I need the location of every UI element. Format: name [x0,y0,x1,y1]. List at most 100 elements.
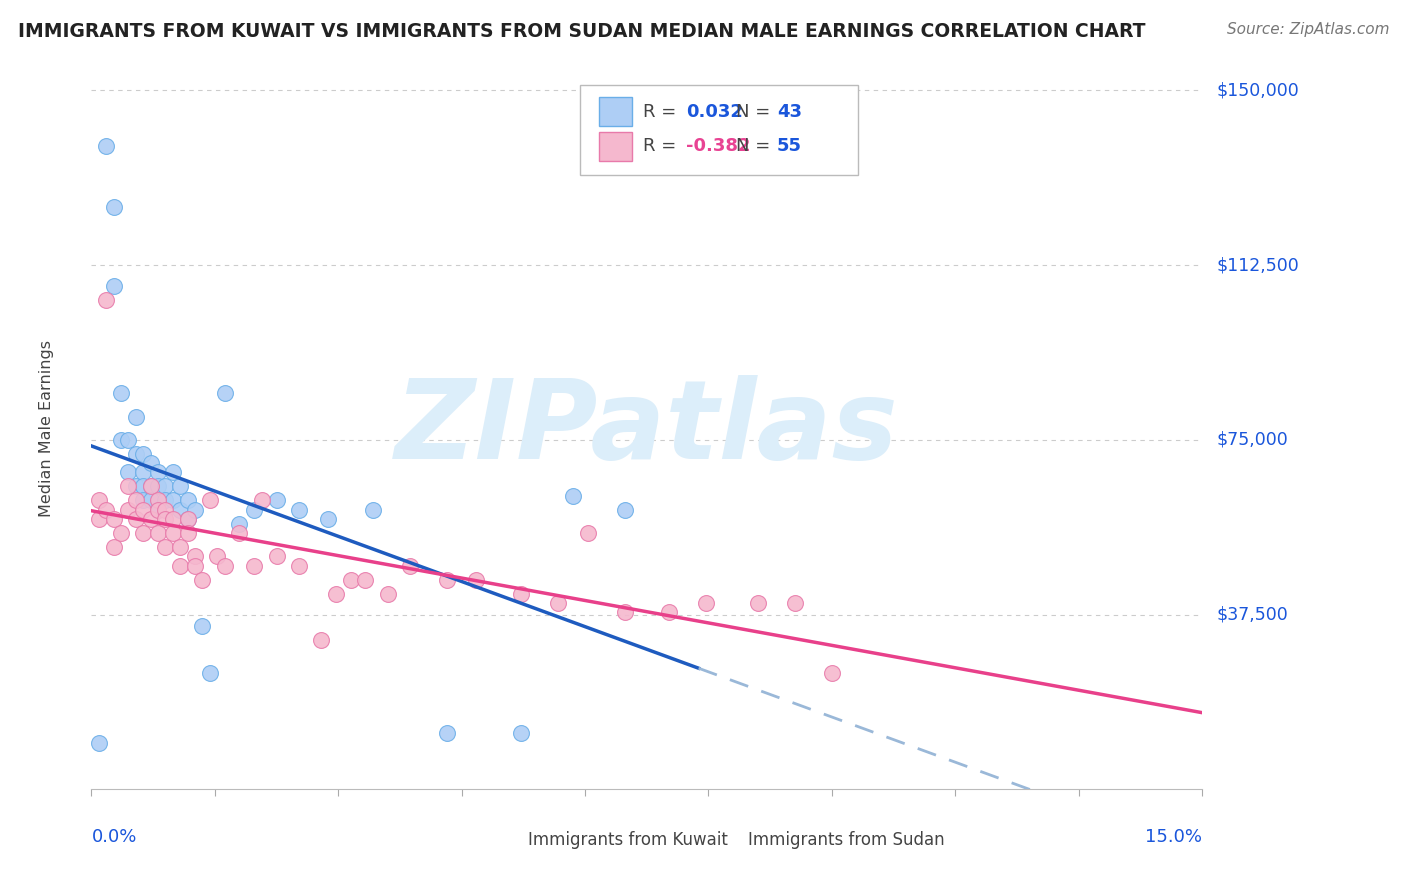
Point [547,596,569,610]
Point [162,466,184,480]
Point [139,493,162,508]
Text: N =: N = [735,137,776,155]
Point [309,633,332,648]
Point [176,512,198,526]
Text: Immigrants from Sudan: Immigrants from Sudan [748,831,945,849]
Text: 15.0%: 15.0% [1144,829,1202,847]
Point [117,479,139,493]
Point [110,433,132,447]
Text: R =: R = [644,137,682,155]
Point [207,549,229,564]
Point [139,456,162,470]
Text: Source: ZipAtlas.com: Source: ZipAtlas.com [1226,22,1389,37]
Text: $150,000: $150,000 [1216,81,1299,99]
Point [110,386,132,401]
Point [613,605,636,619]
Point [125,493,148,508]
Point [155,502,177,516]
Point [509,587,531,601]
Point [117,466,139,480]
Point [398,558,420,573]
Point [132,526,155,541]
Point [155,512,177,526]
Point [377,587,399,601]
FancyBboxPatch shape [496,830,522,851]
Point [146,502,169,516]
Point [214,386,236,401]
Point [110,526,132,541]
Point [576,526,599,541]
Point [436,573,458,587]
Point [132,447,155,461]
Point [87,736,110,750]
Text: Immigrants from Kuwait: Immigrants from Kuwait [527,831,728,849]
Text: IMMIGRANTS FROM KUWAIT VS IMMIGRANTS FROM SUDAN MEDIAN MALE EARNINGS CORRELATION: IMMIGRANTS FROM KUWAIT VS IMMIGRANTS FRO… [18,22,1146,41]
Point [103,512,125,526]
Point [228,516,250,531]
Point [155,493,177,508]
Point [125,409,148,424]
Point [103,200,125,214]
Point [266,549,288,564]
Point [783,596,806,610]
Point [198,493,221,508]
Point [125,512,148,526]
Point [176,526,198,541]
Point [169,540,191,554]
Text: 43: 43 [776,103,801,120]
Point [146,502,169,516]
Point [184,502,207,516]
Point [747,596,769,610]
Point [325,587,347,601]
FancyBboxPatch shape [599,97,633,126]
Point [103,540,125,554]
Text: -0.382: -0.382 [686,137,751,155]
Point [146,493,169,508]
Point [509,726,531,740]
FancyBboxPatch shape [717,830,741,851]
Text: $37,500: $37,500 [1216,606,1288,624]
Point [436,726,458,740]
Point [339,573,361,587]
Point [146,479,169,493]
Point [139,479,162,493]
Point [228,526,250,541]
Point [146,466,169,480]
Text: Median Male Earnings: Median Male Earnings [39,340,55,516]
Point [132,502,155,516]
Point [96,293,118,307]
Text: 0.0%: 0.0% [91,829,136,847]
Point [250,493,273,508]
Point [287,558,309,573]
Point [87,512,110,526]
Point [169,479,191,493]
Point [87,493,110,508]
Point [198,665,221,680]
Text: $112,500: $112,500 [1216,256,1299,274]
Point [613,502,636,516]
Point [821,665,844,680]
Text: N =: N = [735,103,776,120]
Point [103,279,125,293]
Point [169,502,191,516]
Point [184,558,207,573]
FancyBboxPatch shape [599,132,633,161]
Point [132,466,155,480]
Point [266,493,288,508]
Point [354,573,377,587]
Text: ZIPatlas: ZIPatlas [395,375,898,482]
Point [243,558,266,573]
Point [191,619,214,633]
Point [139,512,162,526]
Point [169,558,191,573]
Point [96,139,118,153]
Point [117,502,139,516]
Point [125,479,148,493]
Point [155,540,177,554]
Point [658,605,681,619]
Point [162,512,184,526]
Point [162,526,184,541]
Point [318,512,340,526]
Text: R =: R = [644,103,682,120]
FancyBboxPatch shape [581,85,858,175]
